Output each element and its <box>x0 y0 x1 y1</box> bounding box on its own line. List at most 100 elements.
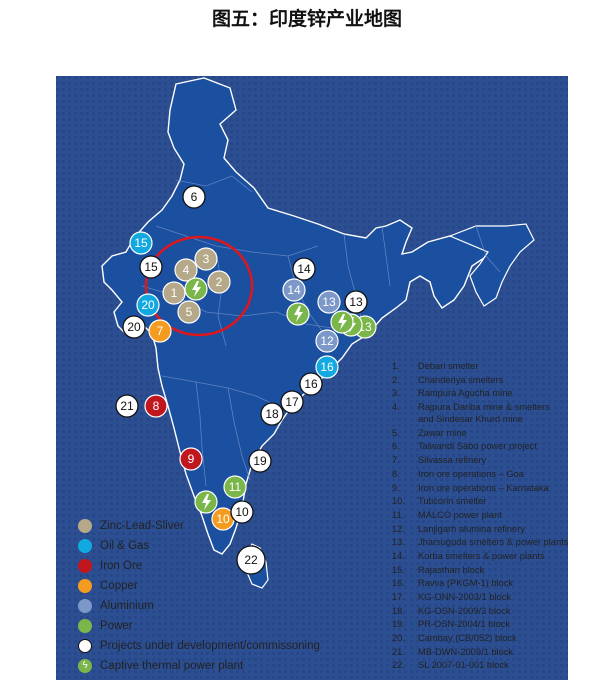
map-marker-captive[interactable] <box>194 490 218 514</box>
project-name: Cambay (CB/052) block <box>418 633 517 644</box>
lightning-icon <box>338 314 347 330</box>
marker-label: 14 <box>297 262 311 276</box>
legend-item-aluminium: Aluminium <box>78 596 378 616</box>
project-number: 9. <box>392 482 400 493</box>
marker-circle <box>248 449 272 473</box>
map-marker-power-11[interactable]: 11 <box>223 475 247 499</box>
map-marker-development-17[interactable]: 17 <box>280 390 304 414</box>
marker-circle <box>136 293 160 317</box>
legend-item-oil_gas: Oil & Gas <box>78 536 378 556</box>
legend-label: Power <box>100 620 133 632</box>
map-marker-development-14[interactable]: 14 <box>292 257 316 281</box>
project-number: 1. <box>392 361 400 371</box>
project-name: MALCO power plant <box>418 509 502 520</box>
map-marker-development-19[interactable]: 19 <box>248 449 272 473</box>
map-marker-zinc-2[interactable]: 2 <box>207 270 231 294</box>
map-marker-oil_gas-15[interactable]: 15 <box>129 231 153 255</box>
map-marker-copper-7[interactable]: 7 <box>148 319 172 343</box>
legend: Zinc-Lead-Sliver Oil & Gas Iron Ore Copper A… <box>78 516 378 676</box>
project-list-item: 1. Debari smelter <box>392 360 612 372</box>
project-number: 8. <box>392 468 400 479</box>
marker-circle <box>280 390 304 414</box>
page-title: 图五：印度锌产业地图 <box>211 8 402 30</box>
highlight-ring <box>144 235 254 337</box>
marker-label: 19 <box>253 454 267 468</box>
project-name: Tuticorin smelter <box>418 496 487 507</box>
project-name: Rajpura Dariba mine & smelters and Sinde… <box>418 402 550 425</box>
project-list: 1. Debari smelter 2. Chanderiya smelters 3. R… <box>392 360 612 673</box>
marker-circle <box>182 185 206 209</box>
project-list-item: 12. Lanjigarh alumina refinery <box>392 523 612 535</box>
aluminium-swatch-icon <box>78 599 92 613</box>
map-marker-development-10[interactable]: 10 <box>230 500 254 524</box>
project-name: Debari smelter <box>418 361 479 371</box>
project-list-item: 20. Cambay (CB/052) block <box>392 632 612 644</box>
map-marker-zinc-5[interactable]: 5 <box>177 300 201 324</box>
map-marker-development-18[interactable]: 18 <box>260 402 284 426</box>
marker-circle <box>299 372 323 396</box>
project-name: Lanjigarh alumina refinery <box>418 523 525 534</box>
marker-label: 20 <box>127 320 141 334</box>
map-marker-iron-8[interactable]: 8 <box>144 394 168 418</box>
project-list-item: 8. Iron ore operations – Goa <box>392 468 612 480</box>
marker-circle <box>129 231 153 255</box>
legend-label: Iron Ore <box>100 560 143 572</box>
project-number: 2. <box>392 374 400 385</box>
map-marker-development-16[interactable]: 16 <box>299 372 323 396</box>
map-marker-captive[interactable] <box>286 302 310 326</box>
legend-item-development: Projects under development/commissoning <box>78 636 378 656</box>
project-name: Jharsuguda smelters & power plants <box>418 537 569 548</box>
map-marker-zinc-4[interactable]: 4 <box>174 258 198 282</box>
project-number: 5. <box>392 427 400 438</box>
map-marker-zinc-3[interactable]: 3 <box>194 247 218 271</box>
marker-label: 15 <box>144 260 158 274</box>
map-marker-development-21[interactable]: 21 <box>115 394 139 418</box>
marker-circle <box>174 258 198 282</box>
project-number: 20. <box>392 633 405 644</box>
marker-circle <box>179 447 203 471</box>
map-marker-aluminium-14[interactable]: 14 <box>282 278 306 302</box>
project-list-item: 22. SL 2007-01-001 block <box>392 659 612 671</box>
project-number: 12. <box>392 523 405 534</box>
marker-circle <box>162 281 186 305</box>
map-marker-aluminium-13[interactable]: 13 <box>317 290 341 314</box>
map-marker-development-13[interactable]: 13 <box>344 290 368 314</box>
lightning-icon <box>294 306 303 322</box>
project-name: Rajasthan block <box>418 564 485 575</box>
marker-circle <box>144 394 168 418</box>
legend-item-power: Power <box>78 616 378 636</box>
marker-label: 20 <box>141 298 155 312</box>
map-marker-development-20[interactable]: 20 <box>122 315 146 339</box>
map-marker-oil_gas-20[interactable]: 20 <box>136 293 160 317</box>
map-marker-captive[interactable] <box>330 310 354 334</box>
map-marker-zinc-1[interactable]: 1 <box>162 281 186 305</box>
project-name: Talwandi Sabo power project <box>418 441 537 452</box>
legend-label: Projects under development/commissoning <box>100 640 320 652</box>
marker-label: 16 <box>320 360 334 374</box>
marker-label: 16 <box>304 377 318 391</box>
map-marker-captive[interactable] <box>184 277 208 301</box>
project-number: 3. <box>392 388 400 399</box>
project-list-item: 16. Ravva (PKGM-1) block <box>392 577 612 589</box>
lightning-icon <box>202 494 211 510</box>
map-marker-development-6[interactable]: 6 <box>182 185 206 209</box>
legend-label: Aluminium <box>100 600 154 612</box>
marker-label: 10 <box>216 512 230 526</box>
map-marker-oil_gas-16[interactable]: 16 <box>315 355 339 379</box>
project-list-item: 11. MALCO power plant <box>392 509 612 521</box>
marker-label: 8 <box>153 399 160 413</box>
outline-circle-icon <box>78 639 92 653</box>
map-marker-development-22[interactable]: 22 <box>236 545 266 575</box>
map-marker-development-15[interactable]: 15 <box>139 255 163 279</box>
project-list-item: 19. PR-OSN-2004/1 block <box>392 618 612 630</box>
project-list-item: 14. Korba smelters & power plants <box>392 550 612 562</box>
map-marker-iron-9[interactable]: 9 <box>179 447 203 471</box>
marker-label: 21 <box>120 399 134 413</box>
marker-label: 14 <box>287 283 301 297</box>
project-number: 7. <box>392 455 400 466</box>
marker-label: 17 <box>285 395 299 409</box>
marker-label: 13 <box>349 295 363 309</box>
map-marker-aluminium-12[interactable]: 12 <box>315 329 339 353</box>
